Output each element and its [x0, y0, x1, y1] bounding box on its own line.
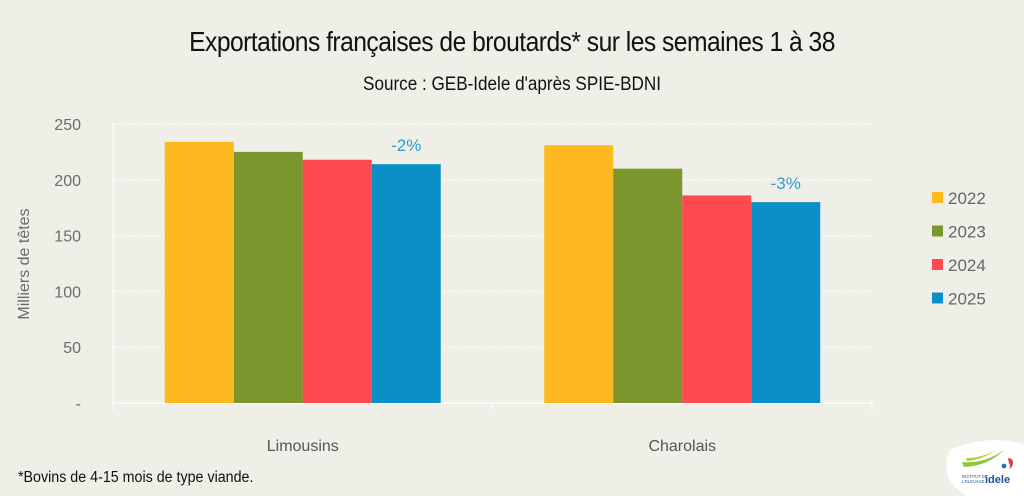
data-label: -2%	[391, 136, 421, 155]
svg-text:INSTITUT DE: INSTITUT DE	[962, 474, 988, 479]
legend-label: 2025	[948, 290, 986, 309]
bar-2023-charolais	[613, 168, 683, 403]
chart-subtitle: Source : GEB-Idele d'après SPIE-BDNI	[363, 74, 661, 95]
legend-swatch	[932, 192, 943, 203]
y-axis-ticks: - 50 100 150 200 250	[54, 117, 81, 413]
legend-label: 2024	[948, 256, 986, 275]
bar-2022-charolais	[544, 145, 614, 404]
y-tick-label: -	[76, 396, 81, 413]
y-tick-label: 200	[54, 173, 81, 190]
bar-2024-limousins	[302, 159, 372, 403]
svg-text:L'ELEVAGE: L'ELEVAGE	[962, 479, 985, 484]
y-tick-label: 250	[54, 117, 81, 134]
bars	[164, 141, 821, 404]
legend: 2022 2023 2024 2025	[932, 189, 986, 309]
x-category-label: Limousins	[267, 438, 339, 455]
y-tick-label: 100	[54, 284, 81, 301]
x-category-label: Charolais	[648, 438, 716, 455]
idele-logo: INSTITUT DE L'ELEVAGE idele	[946, 440, 1024, 496]
footnote: *Bovins de 4-15 mois de type viande.	[18, 469, 254, 486]
data-label: -3%	[771, 174, 801, 193]
legend-label: 2022	[948, 189, 986, 208]
legend-item-2022: 2022	[932, 189, 986, 208]
legend-item-2024: 2024	[932, 256, 986, 275]
bar-2025-limousins	[371, 164, 441, 403]
y-axis-label: Milliers de têtes	[16, 208, 33, 319]
bar-2022-limousins	[164, 141, 234, 403]
bar-2024-charolais	[682, 195, 752, 403]
y-tick-label: 150	[54, 229, 81, 246]
legend-swatch	[932, 225, 943, 237]
x-axis-categories: Limousins Charolais	[267, 438, 716, 455]
y-tick-label: 50	[63, 340, 81, 357]
bar-2023-limousins	[233, 151, 303, 403]
legend-item-2025: 2025	[932, 290, 986, 309]
legend-swatch	[932, 292, 943, 304]
bar-2025-charolais	[751, 202, 821, 403]
data-labels: -2% -3%	[391, 136, 801, 193]
svg-text:idele: idele	[985, 474, 1010, 486]
legend-swatch	[932, 259, 943, 270]
legend-item-2023: 2023	[932, 223, 986, 242]
logo-swoosh-icon	[962, 450, 1004, 467]
legend-label: 2023	[948, 223, 986, 242]
chart-title: Exportations françaises de broutards* su…	[189, 26, 835, 57]
